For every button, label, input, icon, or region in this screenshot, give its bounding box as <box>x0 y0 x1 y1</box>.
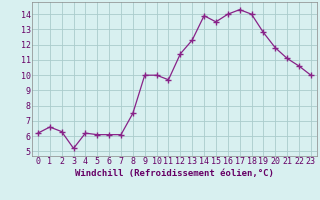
X-axis label: Windchill (Refroidissement éolien,°C): Windchill (Refroidissement éolien,°C) <box>75 169 274 178</box>
